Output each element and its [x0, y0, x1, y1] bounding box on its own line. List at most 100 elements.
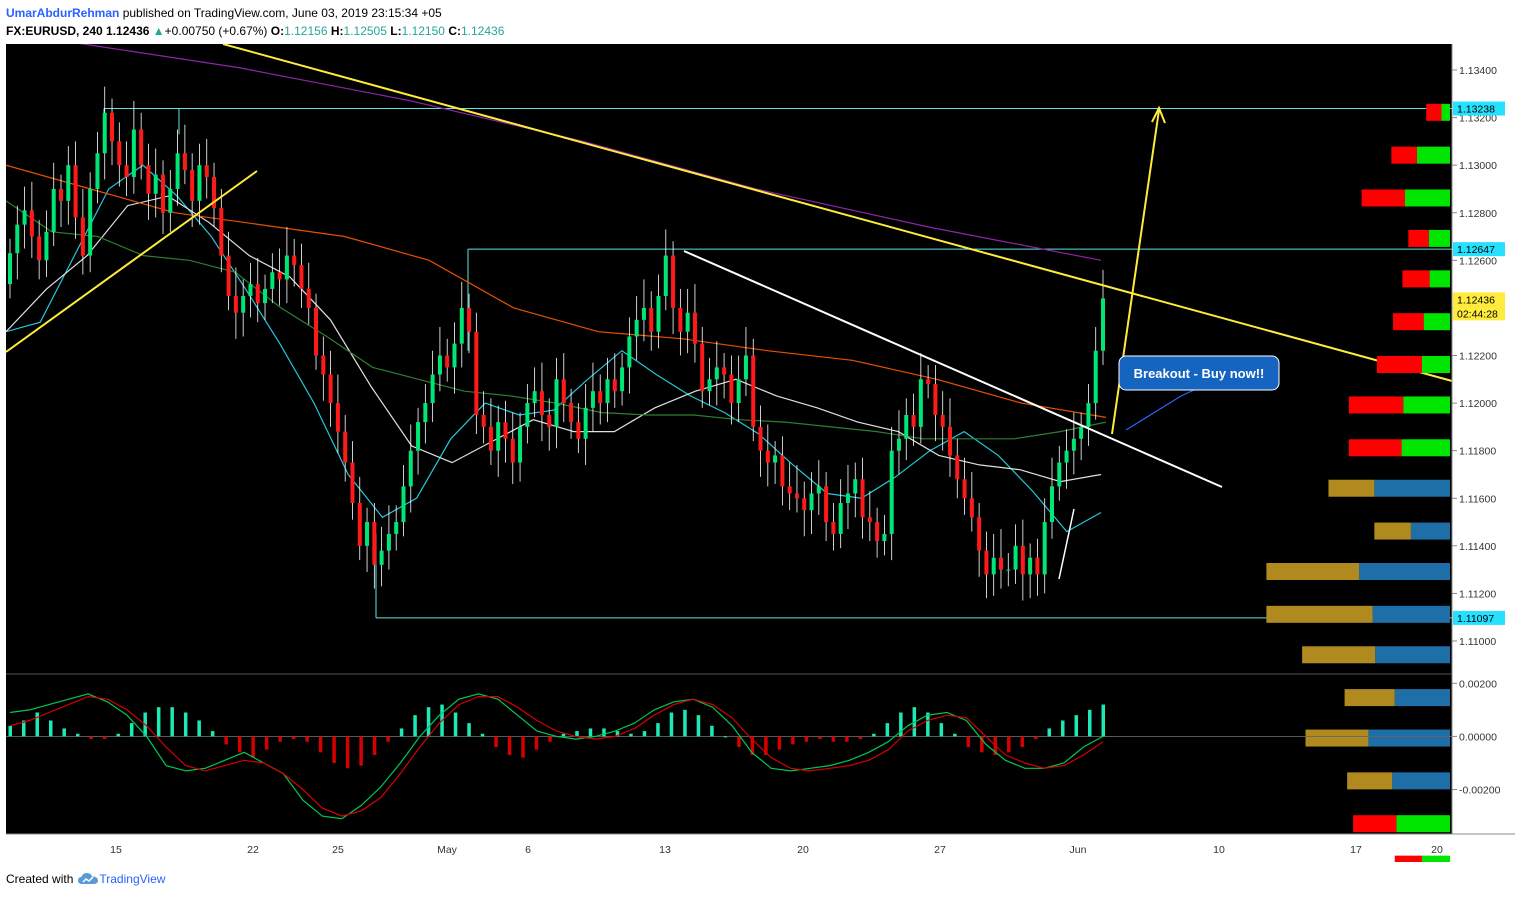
candle-body: [481, 414, 486, 427]
volume-profile-down: [1328, 479, 1375, 497]
candle-body: [102, 112, 107, 154]
macd-histogram-bar: [575, 731, 579, 737]
candle-body: [714, 367, 719, 380]
candle-body: [306, 288, 311, 308]
y-tick-label: 1.11200: [1459, 588, 1496, 600]
candle-body: [1035, 557, 1040, 575]
ma-line-white: [6, 195, 1102, 483]
candle-body: [131, 129, 136, 178]
short-white-line: [1058, 508, 1075, 580]
candle-body: [452, 343, 457, 368]
tradingview-link[interactable]: TradingView: [77, 872, 165, 886]
candle-body: [467, 307, 472, 332]
candle-body: [561, 379, 566, 404]
macd-histogram-bar: [35, 712, 39, 737]
tradingview-brand: TradingView: [99, 872, 166, 886]
candle-body: [692, 312, 697, 344]
x-tick-label: 27: [934, 844, 946, 856]
macd-histogram-bar: [845, 736, 849, 742]
volume-profile-up: [1416, 146, 1450, 164]
candle-body: [605, 379, 610, 404]
candle-body: [911, 414, 916, 427]
macd-histogram-bar: [602, 728, 606, 737]
volume-profile-down: [1426, 103, 1442, 121]
price-pane[interactable]: [6, 44, 1453, 862]
candle-body: [212, 177, 217, 208]
trendline-yellow-uptrend: [6, 170, 258, 353]
macd-histogram-bar: [777, 736, 782, 750]
callout-pointer: [1125, 388, 1197, 431]
volume-profile-down: [1376, 356, 1422, 374]
signal-line: [9, 695, 1104, 817]
macd-histogram-bar: [818, 736, 822, 740]
macd-histogram-bar: [89, 736, 93, 740]
candle-body: [88, 188, 93, 256]
candle-body: [751, 355, 756, 427]
candle-body: [736, 379, 741, 404]
candle-body: [860, 479, 865, 518]
candle-body: [277, 272, 282, 280]
trendline-yellow-downtrend: [222, 44, 1453, 382]
candle-body: [445, 355, 450, 368]
candle-body: [1013, 545, 1018, 570]
candle-body: [459, 307, 464, 344]
candle-body: [1020, 545, 1025, 575]
macd-histogram-bar: [899, 712, 903, 737]
price-badge: [1453, 292, 1505, 307]
plot-background: [6, 44, 1452, 834]
x-tick-label: 10: [1213, 844, 1225, 856]
macd-histogram-bar: [939, 723, 944, 737]
candle-body: [204, 165, 209, 178]
low-label: L:: [390, 24, 402, 38]
candle-body: [190, 169, 195, 201]
open-label: O:: [270, 24, 285, 38]
ma-line-orange: [6, 164, 1107, 418]
candle-body: [569, 403, 574, 423]
candle-body: [255, 284, 260, 304]
candle-body: [1101, 298, 1105, 351]
candle-body: [95, 153, 100, 189]
volume-profile-up: [1394, 689, 1450, 707]
candle-body: [350, 462, 355, 504]
volume-profile-up: [1421, 855, 1450, 862]
candle-body: [474, 331, 479, 415]
candle-body: [809, 493, 814, 511]
candle-body: [1093, 350, 1098, 404]
price-chart[interactable]: 1.13400 1.13200 1.13000 1.12800 1.12600 1.124…: [6, 44, 1515, 862]
macd-histogram-bar: [8, 725, 12, 737]
y-tick-label: 1.11600: [1459, 493, 1496, 505]
candle-body: [889, 450, 894, 534]
candle-body: [37, 236, 42, 261]
candle-body: [977, 517, 982, 551]
candle-body: [357, 503, 362, 546]
candle-body: [918, 379, 923, 427]
candle-body: [641, 307, 646, 320]
candle-body: [66, 165, 71, 201]
candle-body: [816, 486, 821, 494]
candle-body: [882, 533, 887, 542]
publish-line: UmarAbdurRehman published on TradingView…: [6, 4, 504, 22]
candle-body: [787, 486, 792, 494]
macd-histogram-bar: [264, 736, 269, 750]
macd-histogram-bar: [386, 736, 390, 742]
x-tick-label: 20: [797, 844, 809, 856]
candle-body: [124, 165, 129, 178]
candle-body: [867, 517, 872, 523]
author-name[interactable]: UmarAbdurRehman: [6, 6, 120, 20]
macd-histogram-bar: [251, 736, 255, 758]
volume-profile-up: [1404, 189, 1450, 207]
candle-body: [554, 379, 559, 427]
volume-profile-down: [1361, 189, 1405, 207]
macd-histogram-bar: [683, 709, 687, 737]
macd-pane[interactable]: [6, 693, 1452, 820]
y-tick-label: 1.13200: [1459, 113, 1497, 125]
macd-histogram-bar: [75, 733, 80, 737]
candle-body: [416, 422, 421, 451]
range-main-box: [375, 248, 1452, 619]
candle-body: [612, 379, 617, 392]
macd-histogram-bar: [656, 723, 660, 737]
macd-histogram-bar: [750, 736, 755, 755]
macd-histogram-bar: [980, 736, 984, 753]
candle-body: [241, 296, 246, 313]
macd-histogram-bar: [372, 736, 377, 755]
